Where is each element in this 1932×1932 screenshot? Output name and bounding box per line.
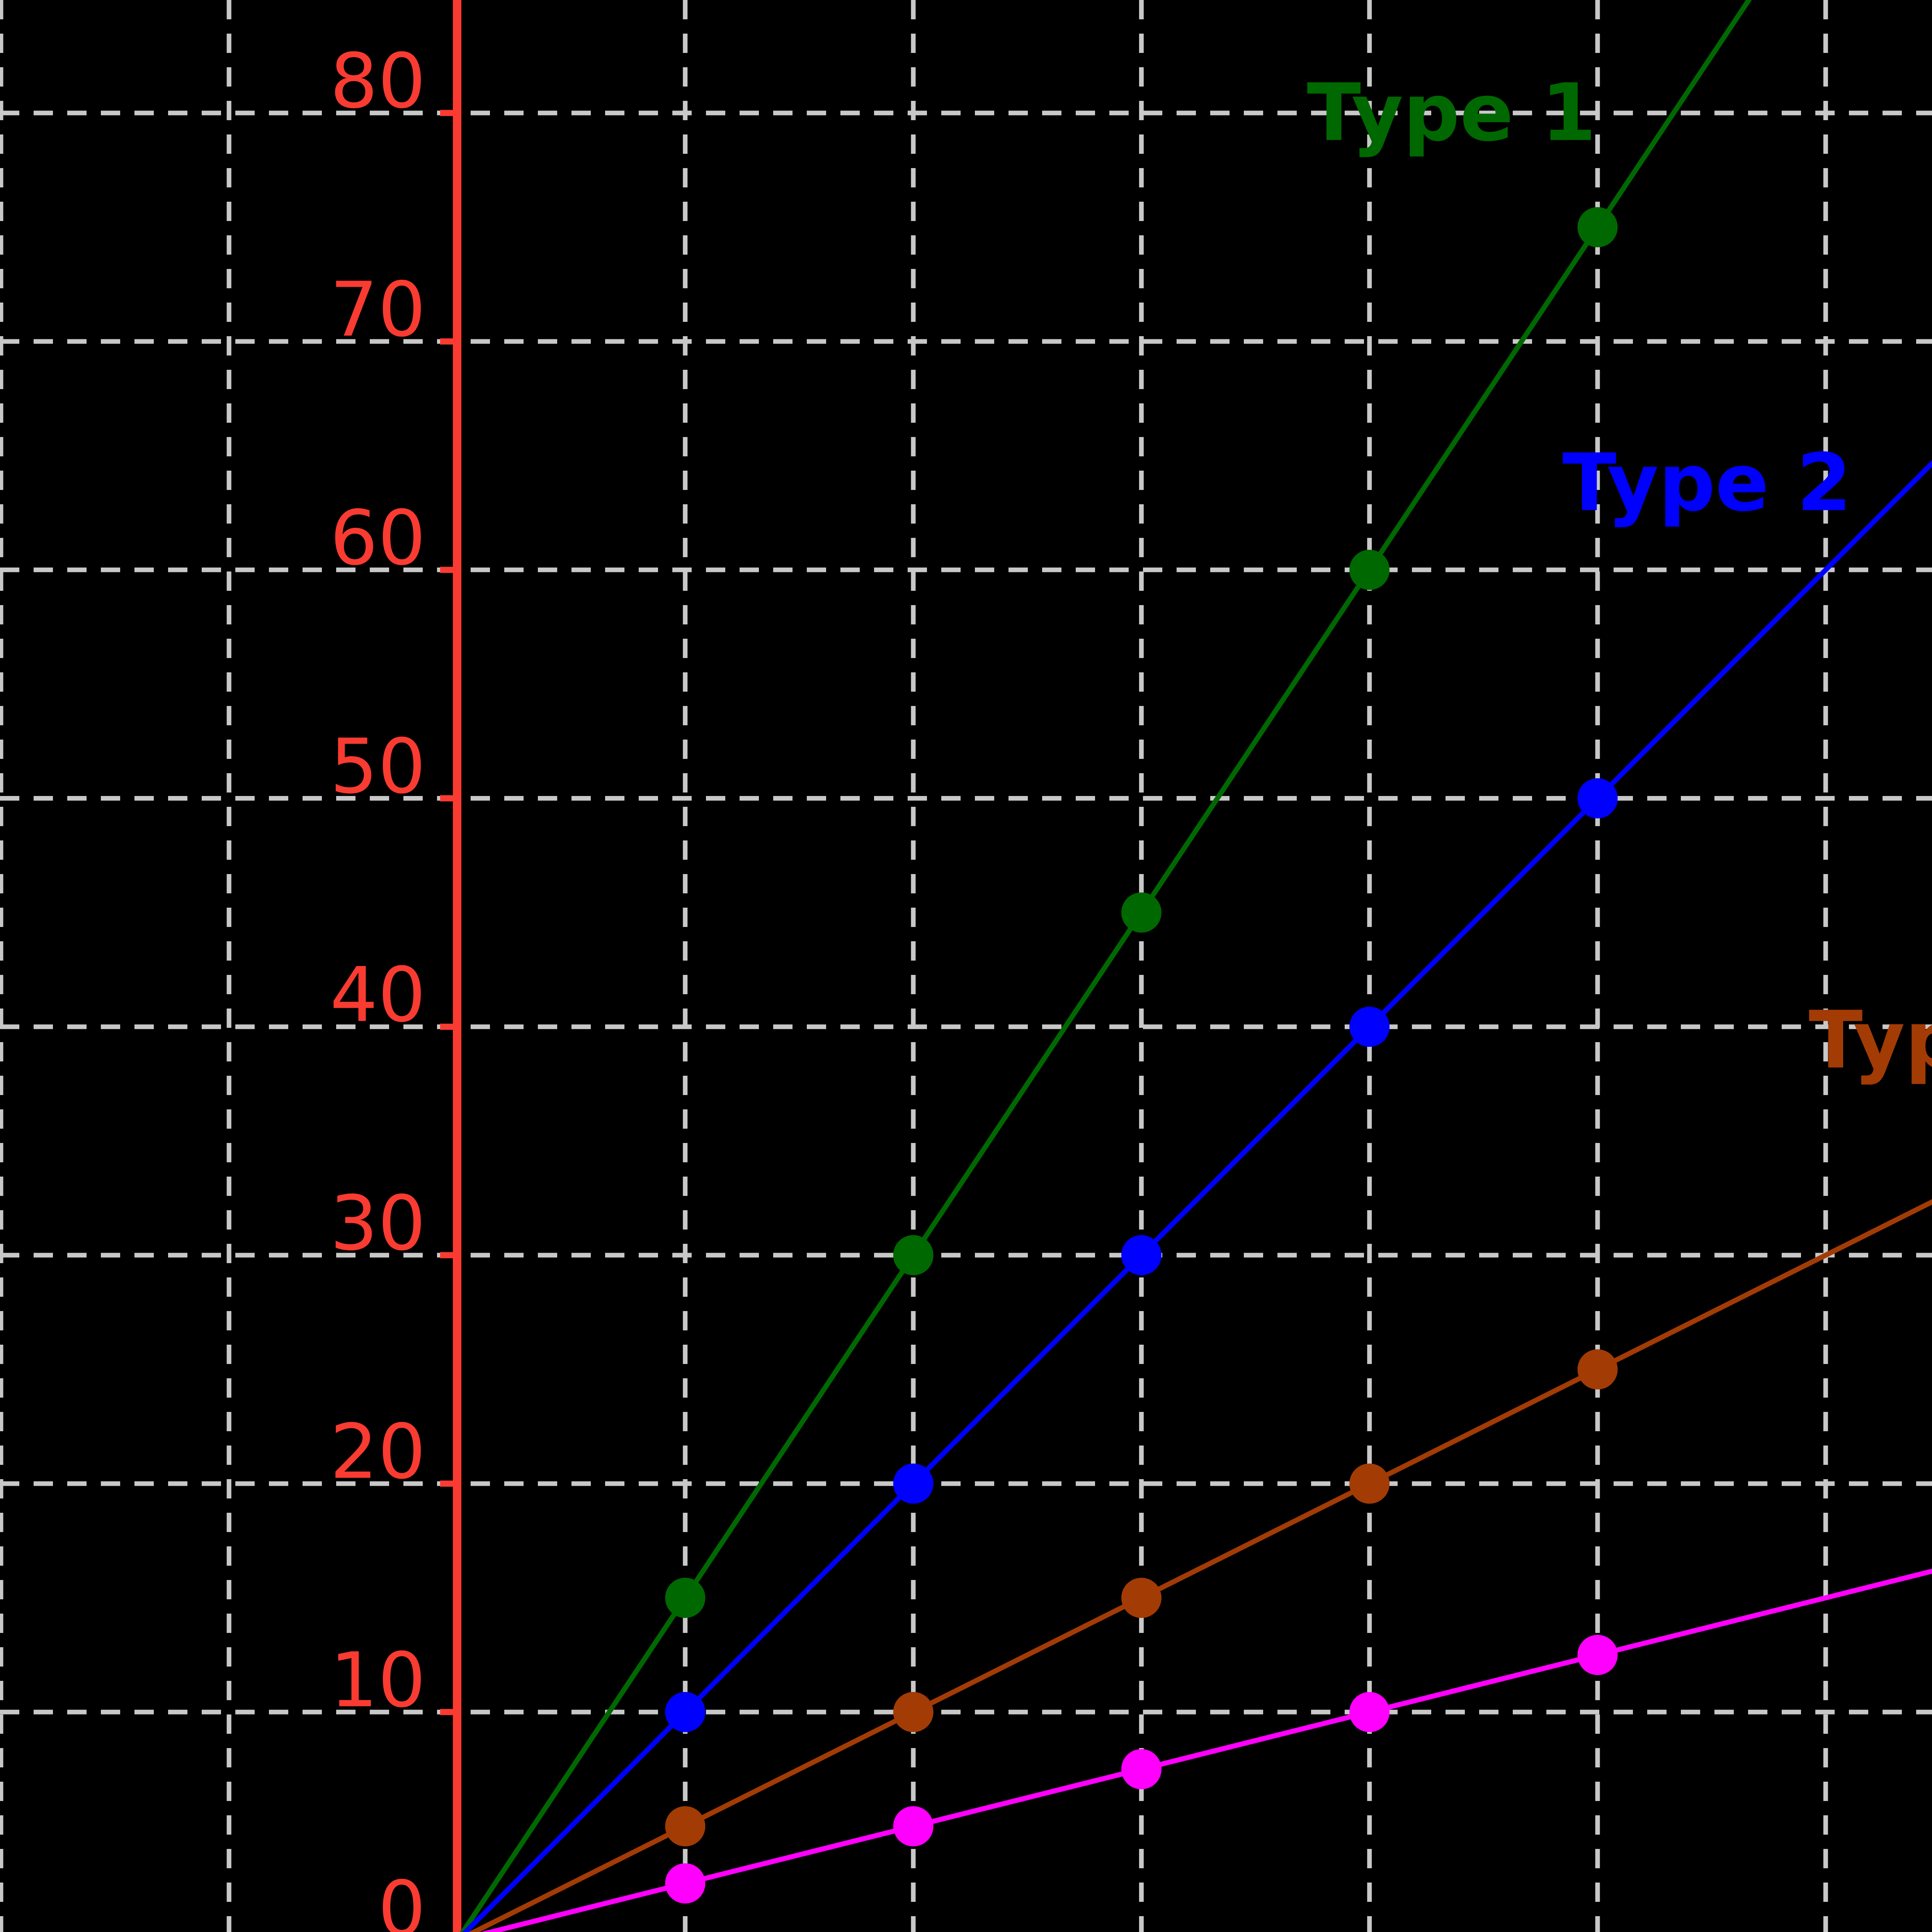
data-point-marker [1577, 1349, 1618, 1389]
data-point-marker [1577, 207, 1618, 247]
y-tick-label: 80 [330, 37, 426, 125]
tick-labels: -505101520253035404501020304050607080 [330, 37, 426, 1932]
data-point-marker [1349, 1007, 1390, 1047]
data-point-marker [665, 1806, 706, 1847]
data-point-marker [1121, 1578, 1162, 1618]
data-point-marker [893, 1463, 934, 1504]
data-point-marker [1577, 1635, 1618, 1675]
data-point-marker [1577, 778, 1618, 818]
data-point-marker [1121, 1235, 1162, 1276]
data-point-marker [665, 1578, 706, 1618]
series-label-type-3: Type 3 [1809, 995, 1932, 1087]
y-tick-label: 30 [330, 1179, 426, 1267]
data-point-marker [893, 1692, 934, 1732]
series-label-type-2: Type 2 [1562, 437, 1852, 529]
data-point-marker [665, 1692, 706, 1732]
y-tick-label: 70 [330, 266, 426, 354]
y-tick-label: 50 [330, 723, 426, 810]
data-point-marker [1349, 1463, 1390, 1504]
y-tick-label: 20 [330, 1408, 426, 1496]
data-point-marker [665, 1863, 706, 1904]
y-tick-label: 0 [378, 1865, 426, 1932]
y-tick-label: 10 [330, 1636, 426, 1724]
data-point-marker [893, 1806, 934, 1847]
y-tick-label: 40 [330, 951, 426, 1039]
series-line-type-4 [481, 1568, 1932, 1932]
data-points [665, 207, 1618, 1904]
data-point-marker [1349, 1692, 1390, 1732]
y-tick-label: 60 [330, 494, 426, 582]
series-label-type-1: Type 1 [1307, 67, 1596, 159]
data-point-marker [1121, 892, 1162, 933]
series-line-type-3 [468, 1199, 1932, 1932]
data-point-marker [1349, 549, 1390, 590]
data-point-marker [1121, 1749, 1162, 1789]
data-point-marker [893, 1235, 934, 1276]
